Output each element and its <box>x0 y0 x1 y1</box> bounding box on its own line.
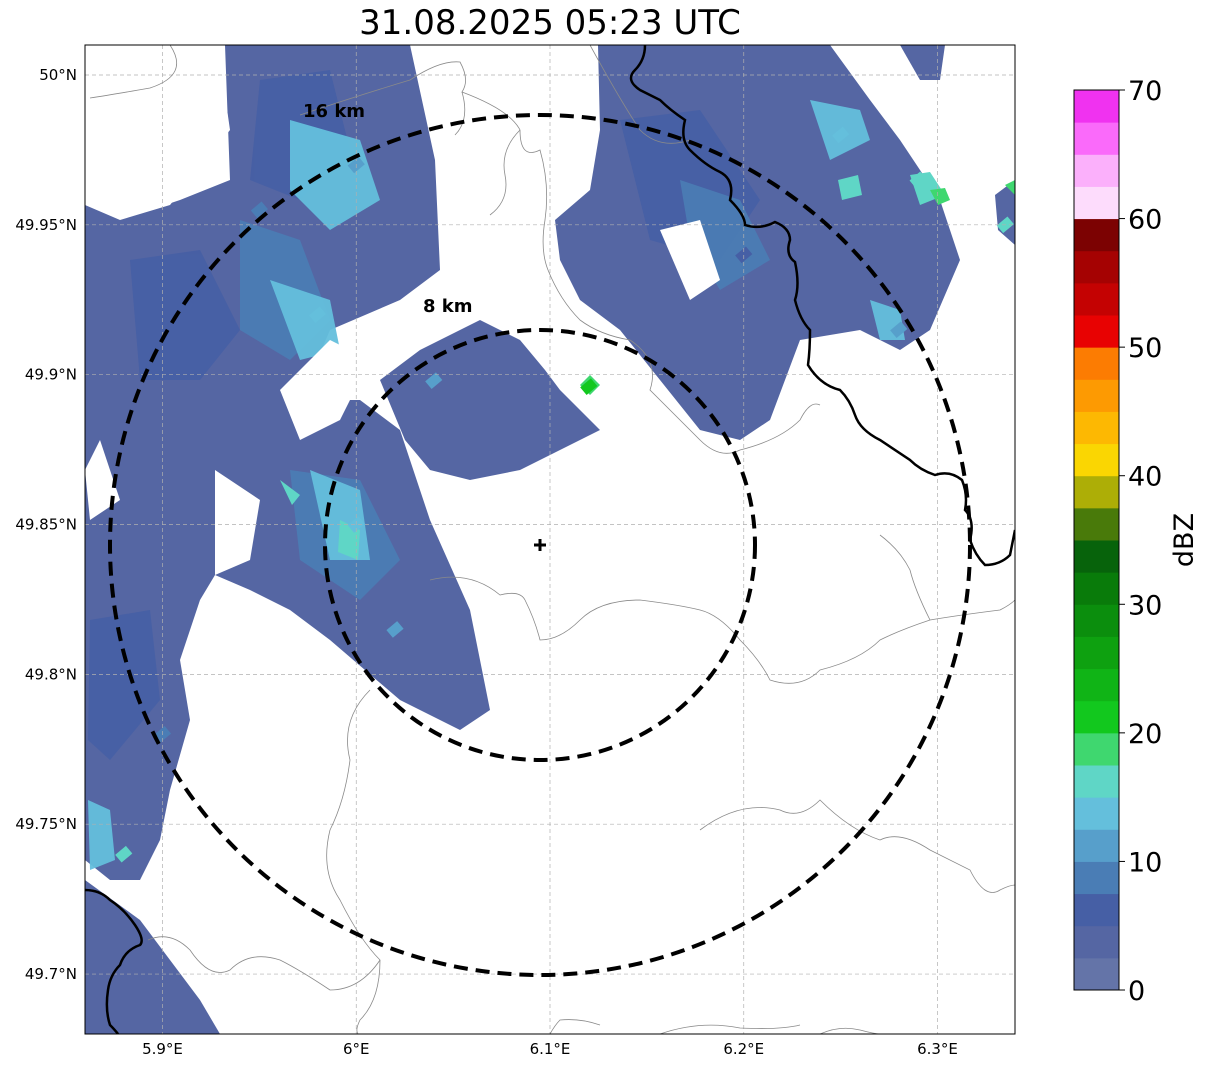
colorbar-label: dBZ <box>1169 513 1200 567</box>
precipitation-echoes <box>85 45 1015 1034</box>
lat-tick-label: 49.9°N <box>25 366 77 384</box>
colorbar-segment <box>1074 636 1119 670</box>
colorbar-segment <box>1074 475 1119 509</box>
colorbar-segment <box>1074 861 1119 895</box>
colorbar-frame <box>1073 89 1120 991</box>
precip-cell <box>250 201 268 219</box>
colorbar-tick-label: 30 <box>1128 590 1162 621</box>
colorbar-segment <box>1074 925 1119 959</box>
map-frame <box>84 44 1016 1035</box>
colorbar-segment <box>1074 893 1119 927</box>
lat-tick-label: 49.7°N <box>25 965 77 983</box>
precip-cell <box>425 372 443 389</box>
colorbar-segment <box>1074 507 1119 541</box>
colorbar-segment <box>1074 797 1119 830</box>
precip-cell <box>580 378 598 395</box>
colorbar-tick-label: 70 <box>1128 76 1162 107</box>
lon-tick-label: 6.1°E <box>530 1040 571 1058</box>
colorbar-segment <box>1074 572 1119 605</box>
precip-cell <box>735 246 753 264</box>
longitude-tick-labels: 5.9°E 6°E 6.1°E 6.2°E 6.3°E <box>142 1040 958 1058</box>
colorbar-segment <box>1074 604 1119 637</box>
colorbar-segment <box>1074 700 1119 734</box>
precip-cell <box>909 171 927 189</box>
radar-site-marker <box>534 539 546 551</box>
lat-tick-label: 49.85°N <box>15 516 77 534</box>
colorbar-segment <box>1074 154 1119 187</box>
colorbar-segment <box>1074 379 1119 412</box>
lon-tick-label: 6.2°E <box>723 1040 764 1058</box>
colorbar-segment <box>1074 90 1119 123</box>
colorbar-tick-label: 50 <box>1128 333 1162 364</box>
colorbar <box>1074 90 1119 991</box>
colorbar-segment <box>1074 315 1119 348</box>
colorbar-tick-label: 40 <box>1128 462 1162 493</box>
colorbar-segment <box>1074 282 1119 316</box>
colorbar-segment <box>1074 122 1119 155</box>
municipal-boundaries <box>89 45 1015 1034</box>
colorbar-segment <box>1074 218 1119 252</box>
range-ring-8km <box>323 328 757 762</box>
lat-tick-label: 50°N <box>39 66 77 84</box>
precip-cell <box>890 321 908 339</box>
lon-tick-label: 5.9°E <box>142 1040 183 1058</box>
colorbar-tick-label: 10 <box>1128 847 1162 878</box>
national-borders <box>85 45 1015 1034</box>
graticule <box>85 45 1015 1034</box>
precip-cell <box>115 845 133 863</box>
colorbar-segment <box>1074 250 1119 284</box>
colorbar-tick-label: 60 <box>1128 205 1162 236</box>
colorbar-segment <box>1074 540 1119 573</box>
lat-tick-label: 49.8°N <box>25 665 77 683</box>
colorbar-segment <box>1074 829 1119 862</box>
colorbar-tick-label: 0 <box>1128 976 1145 1007</box>
lat-tick-label: 49.95°N <box>15 216 77 234</box>
precip-cell <box>308 306 327 324</box>
range-ring-16km <box>108 113 972 977</box>
ring-label-16km: 16 km <box>303 101 365 122</box>
chart-title: 31.08.2025 05:23 UTC <box>359 3 741 43</box>
colorbar-segment <box>1074 765 1119 798</box>
colorbar-segment <box>1074 443 1119 477</box>
precip-cell <box>386 621 404 638</box>
colorbar-segment <box>1074 347 1119 380</box>
precip-cell <box>832 126 850 144</box>
lat-tick-label: 49.75°N <box>15 815 77 833</box>
colorbar-segment <box>1074 411 1119 445</box>
lon-tick-label: 6°E <box>343 1040 370 1058</box>
range-rings <box>108 113 972 977</box>
latitude-tick-labels: 50°N 49.95°N 49.9°N 49.85°N 49.8°N 49.75°N 49.… <box>15 66 77 983</box>
colorbar-segment <box>1074 957 1119 991</box>
colorbar-tick-labels: 0 10 20 30 40 50 60 70 <box>1119 76 1162 1007</box>
colorbar-segment <box>1074 732 1119 766</box>
colorbar-segment <box>1074 668 1119 702</box>
colorbar-segment <box>1074 186 1119 220</box>
colorbar-tick-label: 20 <box>1128 719 1162 750</box>
ring-label-8km: 8 km <box>423 296 473 317</box>
lon-tick-label: 6.3°E <box>917 1040 958 1058</box>
